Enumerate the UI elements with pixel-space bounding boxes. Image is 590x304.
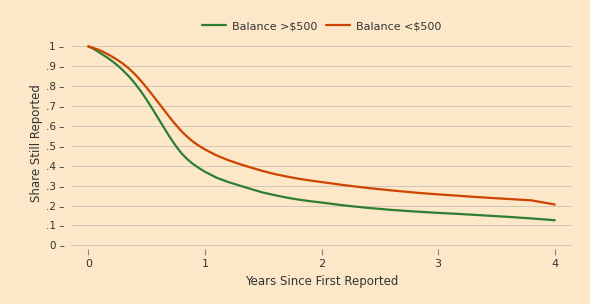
Balance >$500	[155, 117, 162, 120]
Balance <$500	[120, 62, 127, 66]
Balance >$500	[184, 157, 191, 161]
Balance >$500	[306, 199, 313, 203]
Balance >$500	[435, 211, 442, 215]
Balance >$500	[248, 187, 255, 191]
Balance <$500	[388, 188, 395, 192]
Balance <$500	[294, 177, 301, 181]
Balance <$500	[149, 93, 156, 97]
Balance <$500	[132, 72, 139, 76]
Balance <$500	[195, 144, 202, 148]
Balance <$500	[528, 199, 535, 202]
Balance >$500	[166, 136, 173, 139]
Balance >$500	[108, 59, 115, 63]
Balance >$500	[411, 210, 418, 213]
Balance >$500	[172, 144, 179, 148]
Balance <$500	[318, 180, 325, 184]
Balance <$500	[108, 54, 115, 58]
Balance >$500	[178, 152, 185, 155]
Balance >$500	[114, 64, 121, 67]
Balance >$500	[481, 214, 489, 217]
Balance >$500	[90, 47, 97, 50]
Balance <$500	[225, 158, 232, 162]
Balance >$500	[504, 215, 512, 219]
Balance <$500	[237, 162, 244, 166]
Y-axis label: Share Still Reported: Share Still Reported	[30, 84, 43, 202]
Balance <$500	[213, 154, 220, 157]
Balance <$500	[190, 140, 197, 144]
Balance >$500	[149, 107, 156, 111]
Balance >$500	[99, 53, 106, 56]
Balance <$500	[306, 179, 313, 182]
Balance >$500	[342, 204, 349, 207]
Balance >$500	[294, 198, 301, 201]
Balance >$500	[103, 56, 110, 59]
Balance <$500	[137, 79, 145, 82]
Balance >$500	[195, 166, 202, 170]
Balance >$500	[120, 69, 127, 73]
Balance <$500	[260, 169, 267, 173]
Balance >$500	[225, 180, 232, 184]
Line: Balance >$500: Balance >$500	[88, 47, 555, 220]
Balance <$500	[90, 46, 97, 50]
Balance <$500	[411, 191, 418, 195]
Balance <$500	[155, 101, 162, 104]
Balance <$500	[248, 166, 255, 170]
Balance >$500	[213, 176, 220, 179]
Balance >$500	[132, 81, 139, 85]
Balance >$500	[283, 196, 290, 199]
Balance >$500	[85, 45, 92, 48]
Balance >$500	[528, 217, 535, 220]
Balance >$500	[201, 170, 208, 174]
Balance <$500	[94, 48, 101, 51]
Balance <$500	[114, 58, 121, 62]
Balance >$500	[126, 75, 133, 78]
Balance >$500	[388, 208, 395, 212]
Balance <$500	[551, 203, 558, 206]
Balance <$500	[85, 45, 92, 48]
Balance >$500	[271, 193, 278, 197]
Balance >$500	[160, 126, 168, 130]
Balance <$500	[99, 50, 106, 53]
Balance <$500	[342, 183, 349, 187]
Balance <$500	[126, 67, 133, 71]
Legend: Balance >$500, Balance <$500: Balance >$500, Balance <$500	[197, 16, 446, 36]
Balance <$500	[458, 194, 465, 198]
Line: Balance <$500: Balance <$500	[88, 47, 555, 205]
Balance >$500	[260, 191, 267, 195]
Balance <$500	[103, 52, 110, 56]
Balance >$500	[237, 184, 244, 188]
Balance >$500	[137, 89, 145, 93]
Balance <$500	[504, 197, 512, 201]
X-axis label: Years Since First Reported: Years Since First Reported	[245, 275, 398, 288]
Balance >$500	[318, 201, 325, 204]
Balance <$500	[283, 175, 290, 178]
Balance <$500	[201, 148, 208, 151]
Balance <$500	[178, 130, 185, 133]
Balance >$500	[143, 98, 150, 102]
Balance >$500	[458, 212, 465, 216]
Balance <$500	[481, 196, 489, 199]
Balance >$500	[365, 206, 372, 210]
Balance <$500	[271, 172, 278, 176]
Balance >$500	[190, 162, 197, 166]
Balance >$500	[94, 50, 101, 53]
Balance <$500	[143, 86, 150, 89]
Balance <$500	[184, 135, 191, 139]
Balance <$500	[166, 116, 173, 119]
Balance <$500	[160, 108, 168, 112]
Balance <$500	[365, 186, 372, 190]
Balance >$500	[551, 218, 558, 222]
Balance <$500	[172, 123, 179, 126]
Balance <$500	[435, 192, 442, 196]
